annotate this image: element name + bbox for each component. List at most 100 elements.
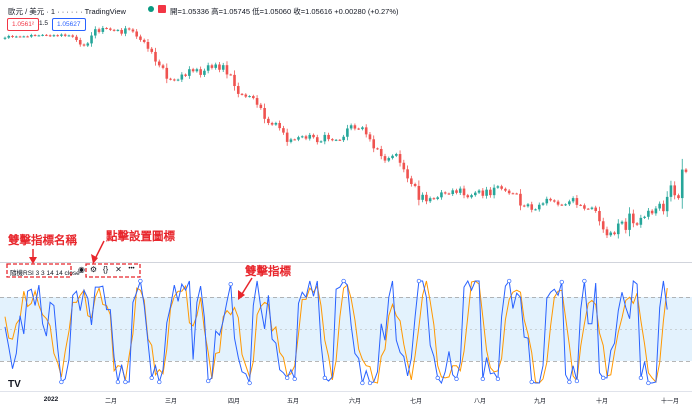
candle [372, 139, 376, 149]
buy-button[interactable]: 1.05627 [52, 18, 86, 31]
candle [680, 169, 684, 199]
candle [489, 189, 492, 196]
candle [560, 204, 564, 206]
candle [609, 232, 613, 236]
candle [218, 64, 221, 70]
candle [120, 29, 123, 34]
remove-icon[interactable]: ✕ [115, 265, 122, 274]
candle [432, 198, 436, 200]
candle [410, 178, 413, 184]
candle [624, 221, 628, 230]
symbol-title[interactable]: 歐元 / 美元 · 1 · · · · · · TradingView [8, 7, 126, 16]
candle [154, 51, 157, 62]
stoch-rsi-point [638, 375, 644, 381]
stoch-rsi-point [247, 380, 252, 386]
annotation-indicator: 雙擊指標 [245, 266, 291, 278]
candle [447, 193, 451, 195]
candle [684, 169, 688, 172]
candle [37, 35, 41, 37]
candle [613, 232, 616, 235]
candle [436, 197, 439, 199]
candle [184, 74, 187, 76]
candle [417, 185, 421, 200]
candle [413, 183, 417, 186]
candle [402, 162, 406, 170]
candle [60, 34, 63, 36]
candle [383, 156, 387, 161]
candle [511, 193, 515, 195]
candle [628, 213, 631, 230]
candle [650, 210, 654, 214]
sell-button[interactable]: 1.0561² [7, 18, 40, 31]
candle [97, 29, 101, 32]
candle [632, 213, 635, 224]
candle [620, 221, 624, 224]
annotation-arrows [29, 240, 253, 300]
candle [394, 154, 398, 156]
candle [142, 39, 146, 42]
candle [534, 209, 537, 211]
time-tick: 十月 [595, 399, 609, 405]
candle [643, 216, 646, 218]
candle [571, 198, 575, 202]
highlight-points [59, 278, 651, 386]
candle [364, 127, 368, 135]
candle [616, 223, 620, 235]
candle [30, 34, 33, 37]
candle [669, 185, 673, 197]
stoch-rsi-point [574, 378, 580, 384]
more-options-icon[interactable]: ••• [128, 266, 135, 272]
candle [3, 37, 7, 39]
candle [26, 36, 29, 38]
candle [496, 186, 500, 188]
candle [319, 141, 323, 143]
candle [605, 229, 609, 236]
candle [443, 192, 447, 194]
time-tick: 2022 [43, 396, 59, 403]
candle [225, 65, 229, 75]
candle [635, 223, 639, 225]
candle [127, 28, 131, 30]
candle [379, 149, 383, 157]
candle [398, 154, 402, 163]
symbol-bar: 歐元 / 美元 · 1 · · · · · · TradingView 開=1.… [0, 0, 692, 18]
candle [387, 158, 391, 161]
indicator-name[interactable]: 隨機RSI 3 3 14 14 close [10, 270, 80, 277]
candle [556, 201, 560, 205]
candle [315, 137, 319, 143]
candle [586, 208, 590, 210]
stoch-rsi-point [285, 375, 290, 381]
candle [135, 31, 138, 37]
candle [500, 186, 503, 189]
candle [342, 136, 345, 141]
stoch-rsi-point [559, 279, 564, 285]
candle [481, 190, 485, 196]
stoch-rsi-k-line[interactable] [4, 279, 668, 385]
candle [75, 36, 78, 41]
candle [673, 185, 677, 196]
settings-gear-icon[interactable]: ⚙ [89, 265, 98, 274]
time-tick: 八月 [473, 399, 487, 405]
candle [221, 65, 225, 70]
stoch-rsi-point [292, 376, 297, 382]
time-tick: 十一月 [660, 399, 680, 405]
candle [274, 122, 278, 125]
stoch-rsi-point [360, 380, 365, 386]
candle [485, 189, 488, 196]
candle [18, 36, 22, 38]
candle [391, 155, 394, 159]
source-code-icon[interactable]: {} [102, 265, 109, 274]
candle [537, 204, 541, 210]
visibility-eye-icon[interactable]: ◉ [78, 265, 85, 274]
candle [376, 148, 379, 150]
candle [150, 48, 154, 52]
candle [665, 196, 669, 212]
stoch-rsi-point [582, 278, 587, 284]
candlestick-series [3, 25, 688, 239]
tradingview-logo[interactable]: TV [8, 379, 21, 390]
candle [278, 122, 281, 129]
candle [308, 134, 312, 139]
candle [361, 127, 364, 130]
candle [45, 34, 48, 36]
